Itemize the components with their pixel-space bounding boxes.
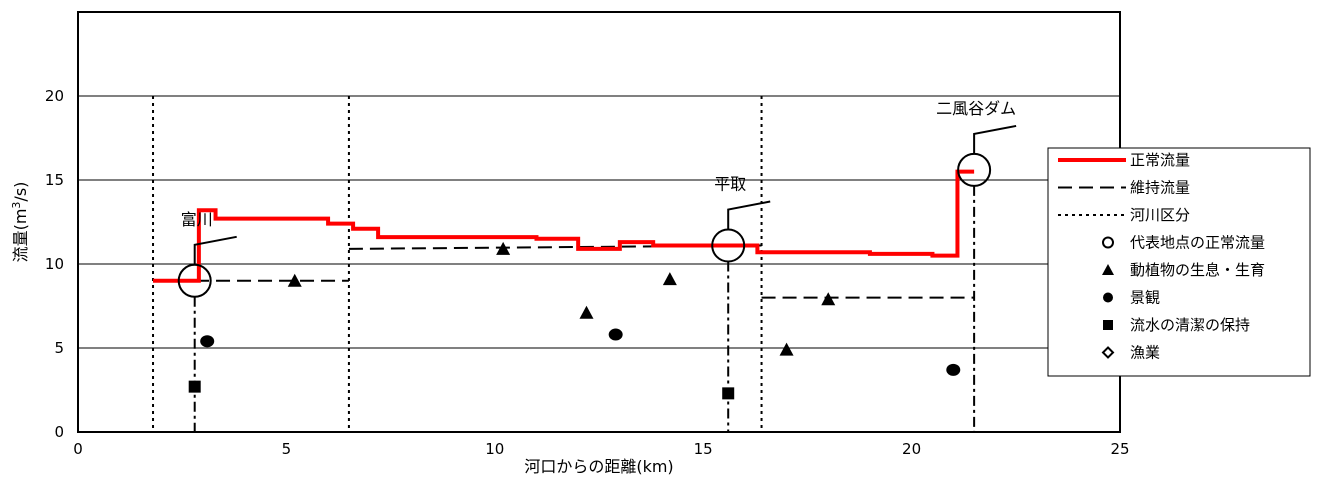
y-tick-label: 5 bbox=[54, 339, 64, 357]
station-label: 二風谷ダム bbox=[936, 99, 1016, 118]
water-cleanliness-point bbox=[722, 387, 735, 400]
legend-swatch-representative bbox=[1102, 236, 1114, 249]
legend-box bbox=[1047, 147, 1311, 377]
plot-area-frame bbox=[77, 11, 1121, 433]
flora-fauna-point bbox=[821, 292, 836, 306]
legend-label: 動植物の生息・生育 bbox=[1130, 261, 1265, 279]
x-axis-ticks: 0 5 10 15 20 25 bbox=[73, 440, 1129, 458]
legend-label: 正常流量 bbox=[1130, 151, 1190, 169]
landscape-point bbox=[200, 335, 215, 348]
legend-label: 維持流量 bbox=[1130, 179, 1190, 197]
x-tick-label: 5 bbox=[282, 440, 292, 458]
x-tick-label: 20 bbox=[902, 440, 921, 458]
flora-fauna-point bbox=[496, 241, 511, 255]
y-axis-ticks: 0 5 10 15 20 bbox=[45, 87, 64, 441]
x-tick-label: 25 bbox=[1110, 440, 1129, 458]
normal-flow-line bbox=[153, 169, 975, 283]
x-tick-label: 0 bbox=[73, 440, 83, 458]
representative-stations: 富川 平取 二風谷ダム bbox=[177, 99, 1017, 298]
y-tick-label: 20 bbox=[45, 87, 64, 105]
legend-label: 河川区分 bbox=[1130, 206, 1190, 224]
y-tick-label: 0 bbox=[54, 423, 64, 441]
legend-label: 代表地点の正常流量 bbox=[1130, 234, 1265, 252]
y-tick-label: 15 bbox=[45, 171, 64, 189]
landscape-point bbox=[946, 363, 961, 376]
legend-swatch-water-cleanliness bbox=[1103, 320, 1113, 330]
legend-label: 景観 bbox=[1130, 289, 1160, 307]
y-axis-label-main: 流量(m bbox=[11, 209, 30, 263]
gridlines bbox=[78, 95, 1120, 349]
landscape-point bbox=[608, 328, 623, 341]
markers bbox=[188, 241, 961, 400]
normal-flow-series bbox=[153, 169, 975, 283]
representative-vertical-lines bbox=[193, 185, 976, 432]
flora-fauna-point bbox=[779, 342, 794, 356]
river-section-lines bbox=[152, 96, 763, 432]
station-label: 富川 bbox=[181, 210, 213, 229]
x-tick-label: 10 bbox=[485, 440, 504, 458]
legend: 正常流量維持流量河川区分代表地点の正常流量動植物の生息・生育景観流水の清潔の保持… bbox=[1047, 147, 1311, 377]
flora-fauna-point bbox=[579, 305, 594, 319]
svg-text:流量(m3/s): 流量(m3/s) bbox=[10, 182, 31, 263]
representative-leader-line bbox=[193, 235, 237, 265]
station-label: 平取 bbox=[714, 175, 746, 194]
y-axis-label: 流量(m3/s) bbox=[10, 182, 31, 263]
flora-fauna-point bbox=[662, 272, 677, 286]
representative-leader-line bbox=[727, 200, 771, 230]
flora-fauna-point bbox=[287, 273, 302, 287]
y-tick-label: 10 bbox=[45, 255, 64, 273]
legend-label: 流水の清潔の保持 bbox=[1130, 316, 1250, 334]
y-axis-label-unit: /s) bbox=[11, 182, 30, 202]
representative-leader-line bbox=[973, 124, 1017, 154]
legend-swatch-fishery bbox=[1101, 346, 1115, 359]
legend-swatch-landscape bbox=[1103, 292, 1113, 303]
x-tick-label: 15 bbox=[694, 440, 713, 458]
legend-label: 漁業 bbox=[1130, 344, 1160, 362]
x-axis-label: 河口からの距離(km) bbox=[524, 457, 673, 476]
legend-swatch-flora-fauna bbox=[1102, 264, 1114, 275]
y-axis-label-sup: 3 bbox=[10, 202, 23, 209]
water-cleanliness-point bbox=[188, 380, 201, 393]
